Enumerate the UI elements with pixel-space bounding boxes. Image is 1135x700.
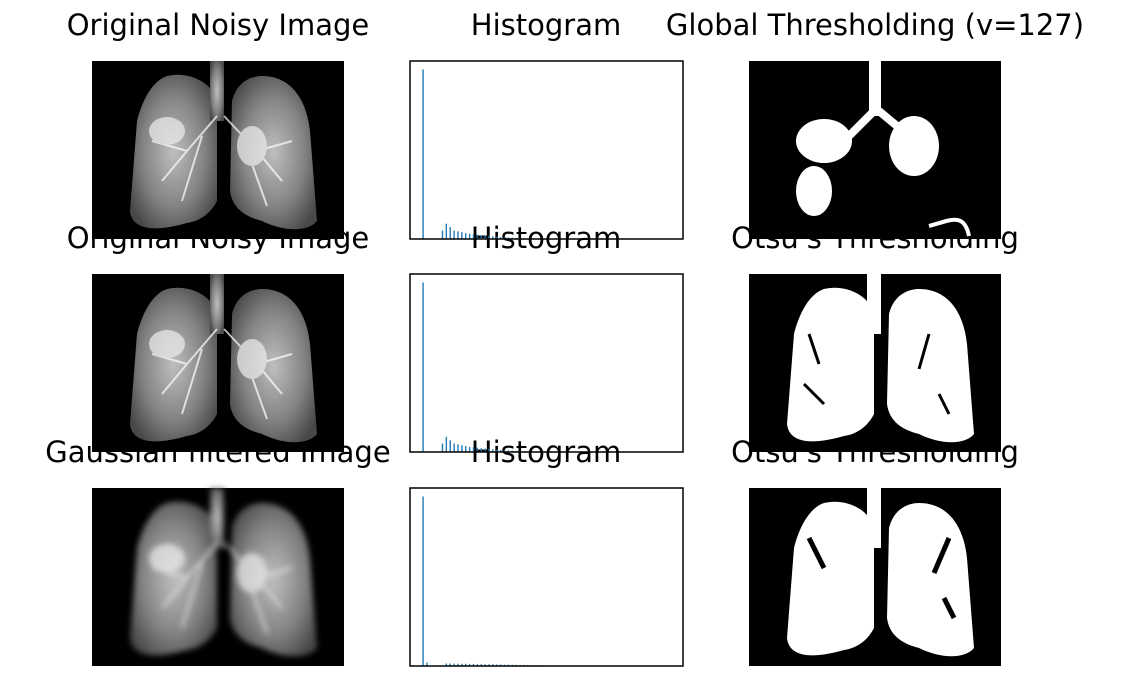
image-panel: [92, 61, 344, 239]
bar: [457, 231, 458, 239]
image-panel: [92, 274, 344, 452]
axes-frame: [410, 488, 683, 666]
axes-frame: [410, 274, 683, 452]
bar: [422, 69, 423, 239]
bar: [461, 445, 462, 452]
image-panel: [92, 488, 344, 666]
image-panel: [749, 274, 1001, 452]
bar: [422, 282, 423, 452]
image-panel: [749, 488, 1001, 666]
bar: [465, 446, 466, 452]
bar: [453, 231, 454, 239]
bar: [469, 447, 470, 452]
panel-title: Global Thresholding (v=127): [666, 8, 1084, 42]
axes-frame: [410, 61, 683, 239]
bar: [450, 227, 451, 239]
panel-title: Original Noisy Image: [67, 8, 370, 42]
image-panel: [749, 61, 1001, 239]
bar: [442, 231, 443, 239]
bar: [446, 437, 447, 452]
bar: [469, 234, 470, 239]
bar: [422, 496, 423, 666]
bar: [465, 233, 466, 239]
bar: [457, 444, 458, 452]
bar: [453, 444, 454, 452]
panel-title: Histogram: [471, 8, 621, 42]
bar: [442, 444, 443, 452]
bar: [450, 440, 451, 452]
bar: [446, 224, 447, 239]
bar: [461, 232, 462, 239]
